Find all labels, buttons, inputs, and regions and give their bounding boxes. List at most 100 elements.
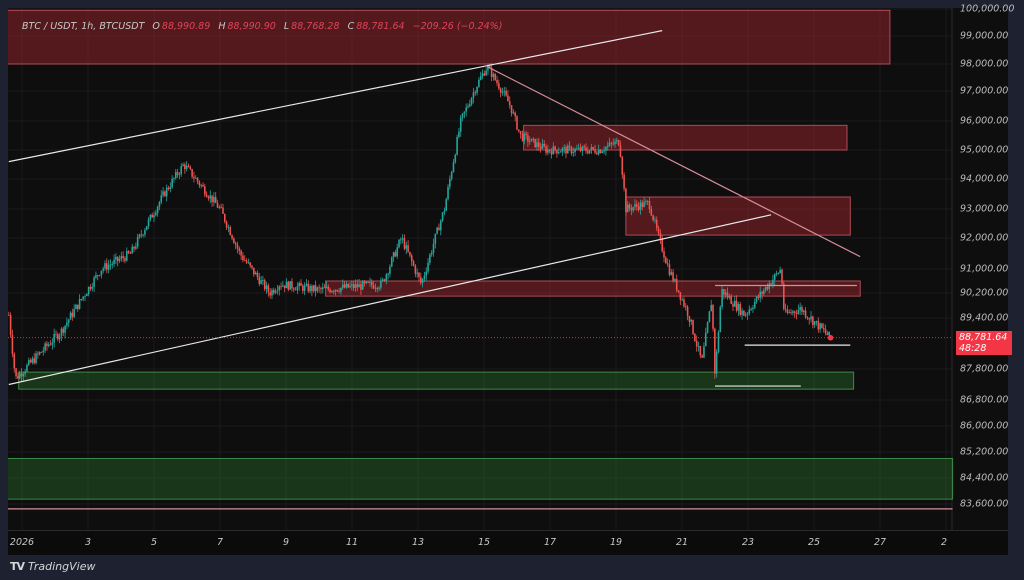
candle	[755, 296, 758, 302]
candle	[392, 252, 395, 258]
time-tick-label: 7	[216, 537, 224, 548]
candle	[498, 83, 500, 89]
candle	[463, 111, 466, 114]
candle	[131, 246, 134, 254]
candle	[528, 141, 531, 143]
candle	[49, 344, 52, 346]
candle	[180, 166, 183, 175]
candle	[294, 289, 297, 291]
price-tick-label: 86,800.00	[960, 394, 1009, 406]
change-value: −209.26 (−0.24%)	[412, 21, 503, 32]
candle	[684, 306, 687, 308]
brand-name: TradingView	[28, 560, 96, 573]
candle	[447, 186, 449, 200]
candle	[196, 177, 199, 182]
candle	[107, 265, 110, 270]
candle	[120, 256, 123, 259]
candlestick-chart[interactable]	[8, 8, 1008, 530]
candle	[786, 309, 789, 313]
price-tick-label: 85,200.00	[960, 446, 1009, 458]
candle	[554, 146, 556, 151]
candle	[507, 95, 509, 102]
candle	[646, 201, 649, 202]
candle	[583, 146, 585, 148]
candle	[214, 196, 217, 204]
candle	[155, 212, 157, 216]
chart-pane[interactable]: BTC / USDT, 1h, BTCUSDT O 88,990.89 H 88,9…	[8, 8, 1008, 530]
candle	[303, 285, 306, 291]
candle	[655, 219, 658, 229]
candle	[470, 97, 473, 105]
open-value: 88,990.89	[161, 21, 211, 32]
candle	[46, 343, 48, 346]
time-tick-label: 2026	[9, 537, 35, 548]
candle	[113, 259, 115, 265]
candle	[300, 282, 302, 286]
candle	[209, 195, 212, 199]
demand-zone	[18, 371, 855, 390]
candle	[27, 360, 30, 365]
price-tick-label: 97,000.00	[960, 85, 1009, 97]
candle	[400, 239, 402, 241]
candle	[182, 164, 184, 167]
candle	[784, 308, 787, 310]
candle	[806, 317, 809, 319]
candle	[719, 306, 722, 333]
candle	[661, 238, 663, 252]
candle	[202, 185, 204, 187]
candle	[398, 239, 400, 248]
candle	[454, 154, 457, 163]
candle	[697, 346, 700, 347]
candle	[570, 146, 573, 154]
candle	[536, 142, 538, 148]
candle	[111, 264, 114, 265]
candle	[499, 88, 502, 93]
candle	[363, 281, 366, 284]
candle	[245, 260, 248, 263]
candle	[67, 319, 70, 323]
candle	[777, 273, 780, 274]
candle	[185, 165, 188, 170]
candle	[537, 142, 540, 147]
candle	[84, 296, 86, 297]
candle	[15, 368, 17, 377]
candle	[278, 286, 281, 291]
last-price-tag: 88,781.64 48:28	[956, 330, 1012, 355]
candle	[547, 149, 549, 153]
candle	[198, 181, 201, 186]
time-tick-label: 5	[150, 537, 158, 548]
candle	[735, 300, 738, 311]
candle	[648, 201, 651, 210]
candle	[519, 131, 522, 134]
candle	[420, 277, 422, 283]
candle	[351, 284, 353, 286]
candle	[804, 310, 807, 318]
candle	[596, 152, 598, 155]
supply-zone	[523, 124, 848, 151]
candle	[503, 90, 506, 92]
time-tick-label: 9	[282, 537, 290, 548]
candle	[763, 290, 765, 294]
candle	[349, 285, 351, 288]
time-axis[interactable]: 2026 3 5 7 9 11 13 15 17 19 21 23 25 27 2	[8, 530, 1008, 555]
candle	[135, 246, 137, 249]
candle	[371, 282, 373, 286]
candle	[810, 316, 812, 320]
candle	[487, 65, 489, 71]
candle	[721, 289, 723, 307]
candle	[592, 147, 595, 150]
candle	[790, 312, 792, 313]
candle	[663, 251, 665, 258]
candle	[561, 148, 564, 152]
candle	[13, 353, 16, 369]
tradingview-logo[interactable]: 𝗧𝗩 TradingView	[10, 560, 96, 573]
bar-countdown: 48:28	[959, 342, 987, 354]
candle	[643, 201, 645, 208]
candle	[686, 306, 689, 317]
candle	[274, 291, 277, 293]
candle	[606, 145, 609, 148]
candle	[254, 272, 257, 275]
candle	[432, 243, 435, 253]
candle	[550, 151, 553, 155]
candle	[418, 272, 420, 278]
